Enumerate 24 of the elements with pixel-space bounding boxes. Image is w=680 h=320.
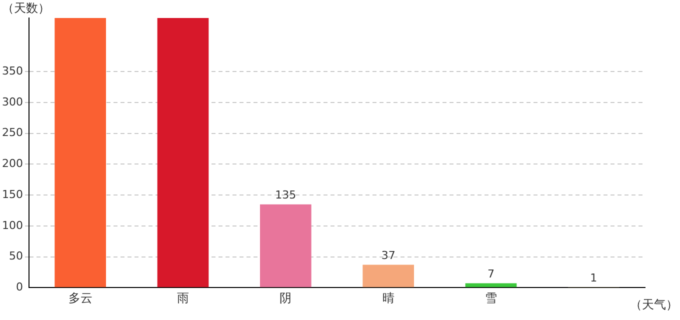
y-tick-label: 100 bbox=[2, 218, 23, 232]
y-tick-label: 300 bbox=[2, 95, 23, 108]
y-tick-label: 200 bbox=[2, 157, 23, 170]
y-tick-label: 0 bbox=[16, 280, 23, 294]
data-label: 1 bbox=[590, 271, 598, 284]
bar bbox=[157, 18, 209, 288]
x-tick-label: 多云 bbox=[68, 290, 92, 305]
data-label: 135 bbox=[275, 188, 296, 202]
y-axis-title: （天数） bbox=[2, 1, 50, 16]
bar bbox=[362, 264, 414, 288]
data-label: 37 bbox=[381, 249, 396, 262]
x-tick-label: 雪 bbox=[485, 290, 497, 305]
y-tick-label: 50 bbox=[8, 250, 23, 263]
x-tick-label: 阴 bbox=[280, 290, 292, 305]
y-tick-label: 350 bbox=[2, 64, 23, 78]
bar bbox=[465, 283, 517, 288]
bar bbox=[260, 204, 312, 288]
y-tick-label: 250 bbox=[2, 126, 23, 140]
data-label: 7 bbox=[488, 268, 494, 281]
x-tick-label: 晴 bbox=[382, 290, 394, 305]
y-tick-label: 150 bbox=[2, 188, 23, 201]
x-tick-label: 雨 bbox=[176, 290, 189, 305]
bar bbox=[54, 18, 106, 288]
x-axis-title: （天气） bbox=[630, 298, 678, 312]
